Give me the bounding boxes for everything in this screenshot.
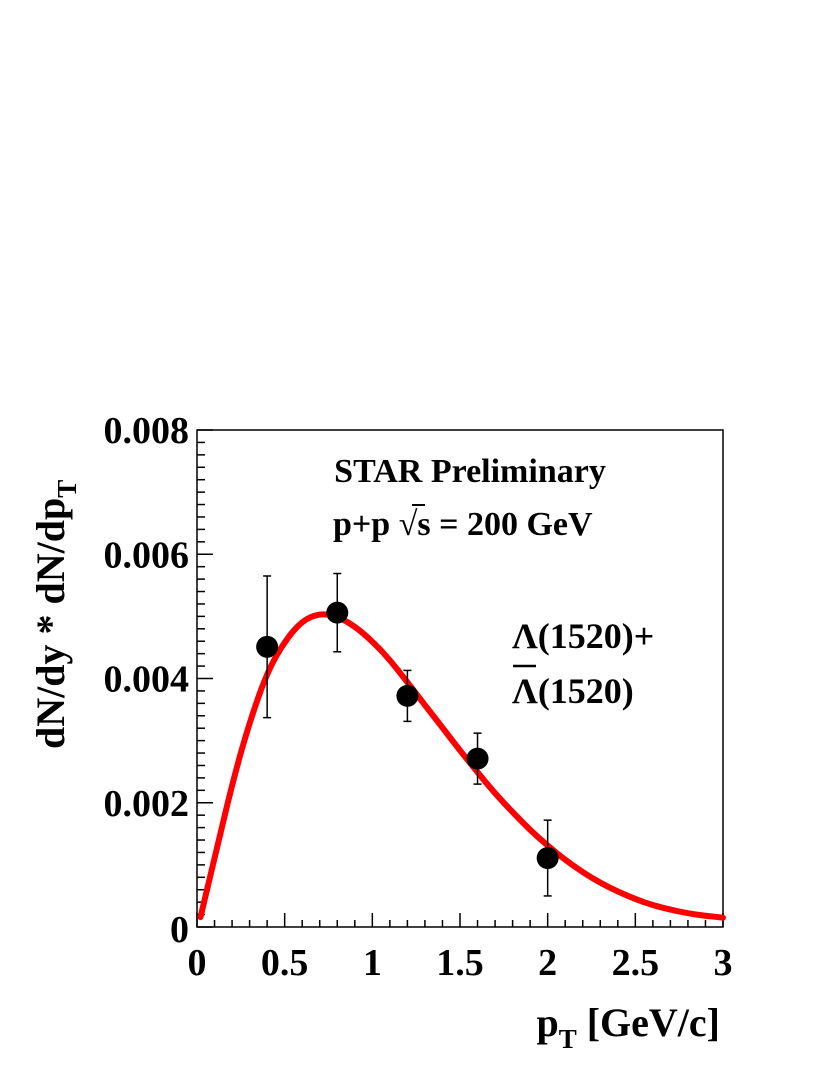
- annotation-collision-energy: p+p √s = 200 GeV: [333, 506, 593, 543]
- fit-curve: [197, 611, 726, 921]
- x-axis-ticks: 0 0.5 1 1.5 2 2.5 3: [188, 913, 733, 984]
- y-tick-label: 0.002: [104, 783, 190, 825]
- data-point: [536, 847, 559, 870]
- y-tick-label: 0.008: [104, 410, 190, 452]
- annotation-collision-suffix: = 200 GeV: [431, 506, 593, 543]
- data-points-layer: [256, 572, 559, 897]
- x-tick-label: 2.5: [612, 942, 660, 984]
- x-tick-label: 0.5: [261, 942, 309, 984]
- annotation-sqrt-symbol: √: [399, 506, 418, 543]
- x-tick-label: 1.5: [436, 942, 484, 984]
- annotation-collision-prefix: p+p: [333, 506, 399, 543]
- annotation-particle-line2: Λ(1520): [512, 671, 634, 711]
- y-axis-label: dN/dy * dN/dpT: [28, 480, 82, 749]
- annotation-star-preliminary: STAR Preliminary: [334, 453, 606, 490]
- plot-frame: [196, 429, 724, 928]
- data-point: [256, 635, 279, 658]
- annotation-sqrt-var: s: [417, 506, 430, 543]
- annotation-particle-line1: Λ(1520)+: [512, 616, 654, 656]
- data-point: [326, 601, 349, 624]
- x-tick-label: 1: [363, 942, 382, 984]
- data-point: [396, 684, 419, 707]
- x-tick-label: 2: [538, 942, 557, 984]
- annotation-anti-lambda: Λ: [512, 671, 538, 711]
- y-tick-label: 0: [170, 909, 189, 951]
- data-point: [466, 747, 489, 770]
- y-tick-label: 0.006: [104, 534, 190, 576]
- x-axis-label: pT [GeV/c]: [536, 1000, 720, 1054]
- y-tick-label: 0.004: [104, 659, 190, 701]
- fit-curve-layer: [197, 611, 726, 921]
- x-tick-label: 3: [714, 942, 733, 984]
- annotation-particle-mass: (1520): [538, 671, 634, 711]
- y-axis-ticks: 0 0.002 0.004 0.006 0.008: [104, 410, 213, 951]
- x-tick-label: 0: [188, 942, 207, 984]
